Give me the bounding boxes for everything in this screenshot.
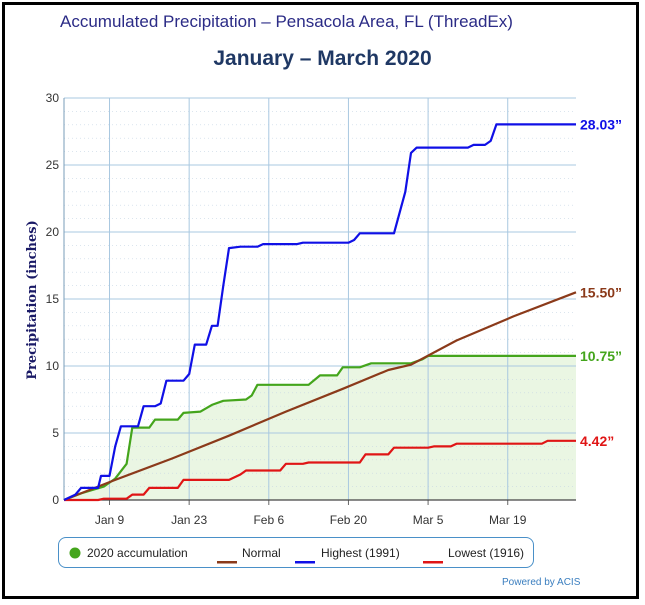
x-tick-label: Mar 19 xyxy=(489,513,527,527)
powered-by-link[interactable]: Powered by ACIS xyxy=(502,577,581,588)
y-tick-label: 10 xyxy=(46,359,60,373)
accumulation-line xyxy=(63,354,576,502)
chart-title: January – March 2020 xyxy=(213,47,432,70)
y-tick-label: 5 xyxy=(52,426,59,440)
normal-line xyxy=(63,291,577,502)
y-tick-label: 25 xyxy=(46,158,60,172)
accumulation-end-label: 10.75” xyxy=(580,348,622,364)
highest-line xyxy=(63,123,576,501)
x-tick-label: Feb 6 xyxy=(253,513,284,527)
lowest-line xyxy=(64,439,576,502)
y-tick-label: 30 xyxy=(46,91,60,105)
legend-normal-label[interactable]: Normal xyxy=(242,546,281,560)
x-tick-label: Feb 20 xyxy=(330,513,368,527)
legend-accumulation-marker xyxy=(69,546,81,564)
accumulation-area xyxy=(64,355,576,500)
legend-highest-marker xyxy=(295,551,315,569)
y-tick-label: 20 xyxy=(46,225,60,239)
x-tick-label: Jan 9 xyxy=(95,513,125,527)
legend-accumulation-label[interactable]: 2020 accumulation xyxy=(87,546,188,560)
chart-frame xyxy=(2,2,639,599)
header-title: Accumulated Precipitation – Pensacola Ar… xyxy=(60,12,513,31)
x-tick-label: Jan 23 xyxy=(171,513,207,527)
legend-normal-marker xyxy=(217,551,237,569)
normal-end-label: 15.50” xyxy=(580,284,622,300)
y-tick-label: 0 xyxy=(52,493,59,507)
y-axis-label: Precipitation (inches) xyxy=(25,220,40,379)
highest-end-label: 28.03” xyxy=(580,116,622,132)
legend-highest-label[interactable]: Highest (1991) xyxy=(321,546,400,560)
x-tick-label: Mar 5 xyxy=(413,513,444,527)
legend: 2020 accumulation Normal Highest (1991) … xyxy=(58,537,534,568)
lowest-end-label: 4.42” xyxy=(580,433,614,449)
legend-lowest-marker xyxy=(423,551,443,569)
y-tick-label: 15 xyxy=(46,292,60,306)
legend-lowest-label[interactable]: Lowest (1916) xyxy=(448,546,525,560)
